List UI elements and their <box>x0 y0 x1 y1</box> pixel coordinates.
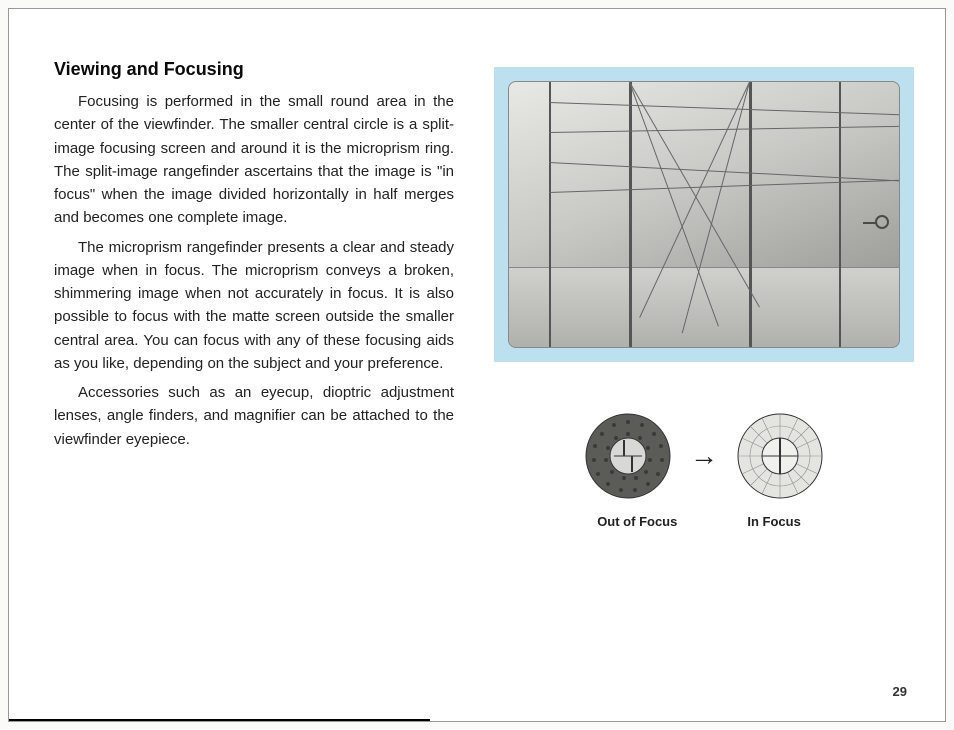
viewfinder-photo-frame <box>494 67 914 362</box>
ship-mast <box>839 82 841 347</box>
page-number: 29 <box>893 684 907 699</box>
figure-column: → <box>494 59 914 529</box>
text-column: Viewing and Focusing Focusing is perform… <box>54 59 454 529</box>
manual-page: Viewing and Focusing Focusing is perform… <box>8 8 946 722</box>
arrow-icon: → <box>690 440 718 472</box>
ship-mast <box>549 82 551 347</box>
paragraph-3-text: Accessories such as an eyecup, dioptric … <box>54 384 454 448</box>
ship-mast <box>629 82 632 347</box>
focus-diagram: → <box>584 412 824 500</box>
page-bottom-rule <box>9 719 430 721</box>
paragraph-3: Accessories such as an eyecup, dioptric … <box>54 381 454 451</box>
ship-rigging <box>549 102 900 116</box>
section-heading: Viewing and Focusing <box>54 59 454 80</box>
in-focus-label: In Focus <box>747 514 800 529</box>
paragraph-2: The microprism rangefinder presents a cl… <box>54 236 454 376</box>
two-column-layout: Viewing and Focusing Focusing is perform… <box>54 59 900 529</box>
paragraph-2-text: The microprism rangefinder presents a cl… <box>54 239 454 372</box>
out-of-focus-icon <box>584 412 672 500</box>
ship-rigging <box>549 179 900 193</box>
out-of-focus-label: Out of Focus <box>597 514 677 529</box>
viewfinder-photo <box>508 81 900 348</box>
paragraph-1-text: Focusing is performed in the small round… <box>54 93 454 226</box>
focus-diagram-labels: Out of Focus In Focus <box>607 514 801 529</box>
paragraph-1: Focusing is performed in the small round… <box>54 90 454 230</box>
ship-mast <box>749 82 752 347</box>
viewfinder-focus-marker-icon <box>875 215 889 229</box>
in-focus-icon <box>736 412 824 500</box>
